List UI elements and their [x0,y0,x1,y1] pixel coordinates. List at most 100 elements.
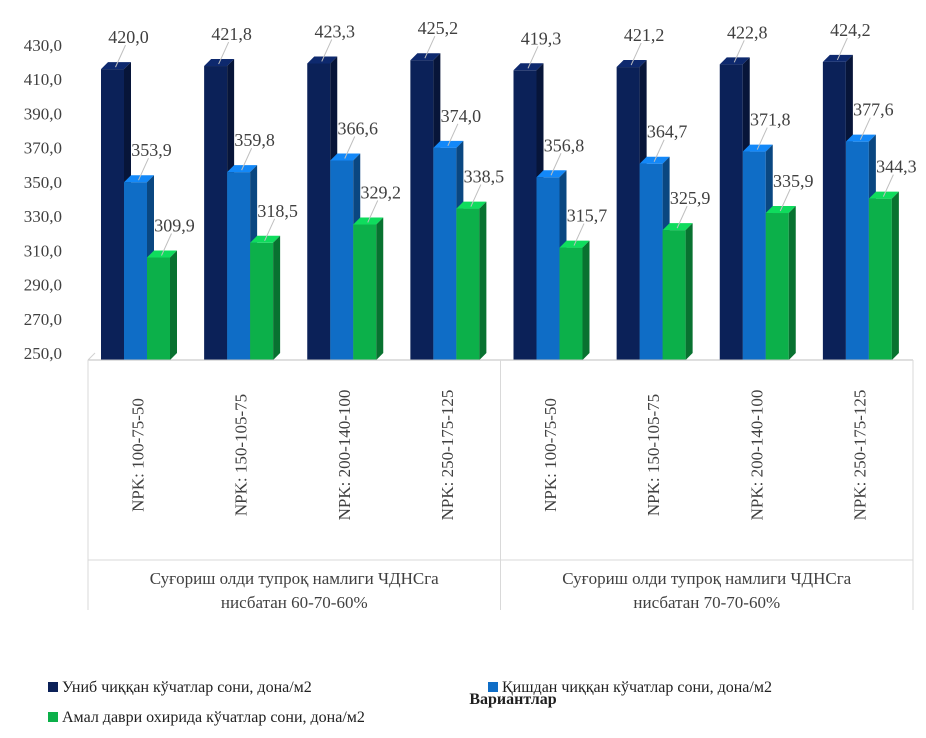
data-label: 419,3 [521,28,562,48]
bar-front [101,69,124,360]
legend-label: Амал даври охирида кўчатлар сони, дона/м… [62,709,365,726]
data-label: 425,2 [418,18,459,38]
bar-front [719,64,743,360]
legend-label: Униб чиққан кўчатлар сони, дона/м2 [62,679,312,696]
bar-front [742,151,766,360]
leader-line [447,123,459,147]
leader-line [321,39,333,62]
data-label: 318,5 [257,201,298,221]
group-label: нисбатан 70-70-60% [633,593,780,612]
y-tick-label: 270,0 [24,310,62,329]
data-label: 420,0 [108,27,149,47]
bar-side [273,235,281,360]
y-tick-label: 310,0 [24,241,62,260]
leader-line [859,117,871,140]
bar-front [845,141,869,360]
category-label: NPK: 250-175-125 [850,390,869,521]
leader-line [573,223,585,246]
category-label: NPK: 250-175-125 [438,390,457,521]
bar-side [170,250,177,360]
data-label: 353,9 [131,140,172,160]
y-tick-label: 370,0 [24,139,62,158]
category-label: NPK: 150-105-75 [232,394,251,516]
category-label: NPK: 200-140-100 [335,390,354,521]
y-tick-label: 410,0 [24,70,62,89]
bar-front [307,63,331,360]
bar-side [376,217,384,360]
bar-front [616,67,640,361]
legend: Униб чиққан кўчатлар сони, дона/м2 Қишдан… [48,679,772,726]
x-axis-title: Вариантлар [469,691,556,708]
x-axis: NPK: 100-75-50 NPK: 150-105-75 NPK: 200-14… [87,352,914,612]
leader-line [733,40,745,63]
bar-front [147,257,170,360]
legend-swatch [48,712,58,722]
bar-front [513,70,537,360]
bars [101,53,899,361]
leader-line [344,136,356,159]
bar-side [582,240,590,360]
bar-front [456,208,480,360]
y-tick-label: 390,0 [24,104,62,123]
leader-line [779,188,791,212]
bar-front [250,242,274,360]
data-label: 371,8 [750,110,791,130]
y-tick-label: 430,0 [24,36,62,55]
group-label: Суғориш олди тупроқ намлиги ЧДНСга [150,569,439,588]
data-label: 422,8 [727,22,768,42]
bar-side [479,201,487,360]
data-label: 325,9 [670,188,711,208]
category-label: NPK: 100-75-50 [129,398,148,512]
leader-line [527,46,539,69]
leader-line [630,42,642,66]
leader-line [676,205,688,229]
bar-front [536,177,560,360]
data-labels: 420,0 421,8 423,3 425,2 419,3 421,2 422,8 424,2… [108,18,917,256]
data-label: 364,7 [647,122,688,142]
legend-swatch [488,682,498,692]
data-label: 377,6 [853,100,894,120]
bar-front [227,172,251,360]
leader-line [367,200,379,223]
group-label: нисбатан 60-70-60% [221,593,368,612]
data-label: 359,8 [234,130,275,150]
bar-front [559,247,583,360]
bar-side [685,223,693,360]
bar-front [662,230,686,360]
bar-front [868,198,892,360]
bar-front [639,163,663,360]
leader-line [218,41,230,65]
category-label: NPK: 200-140-100 [747,390,766,521]
leader-line [424,36,436,59]
bar-front [204,66,228,360]
data-label: 329,2 [361,182,402,202]
bar-front [330,160,354,360]
data-label: 424,2 [830,20,871,40]
bar-front [765,213,789,360]
leader-line [653,139,665,162]
x-axis-floor-edge [87,352,96,361]
leader-line [138,158,149,181]
leader-line [264,218,276,241]
y-tick-label: 290,0 [24,276,62,295]
data-label: 366,6 [338,118,379,138]
leader-line [550,153,562,176]
legend-swatch [48,682,58,692]
data-label: 374,0 [441,106,482,126]
y-tick-label: 350,0 [24,173,62,192]
bar-side [788,206,796,360]
bar-front [410,60,434,361]
y-axis: 250,0 270,0 290,0 310,0 330,0 350,0 370,0 390,0… [24,36,62,363]
bar-front [124,182,147,360]
bar-side [891,191,899,360]
leader-line [756,127,768,150]
y-tick-label: 250,0 [24,344,62,363]
leader-line [161,233,172,256]
leader-line [241,147,253,171]
y-tick-label: 330,0 [24,207,62,226]
data-label: 344,3 [876,157,917,177]
leader-line [836,37,848,61]
data-label: 421,2 [624,25,665,45]
data-label: 423,3 [315,21,356,41]
